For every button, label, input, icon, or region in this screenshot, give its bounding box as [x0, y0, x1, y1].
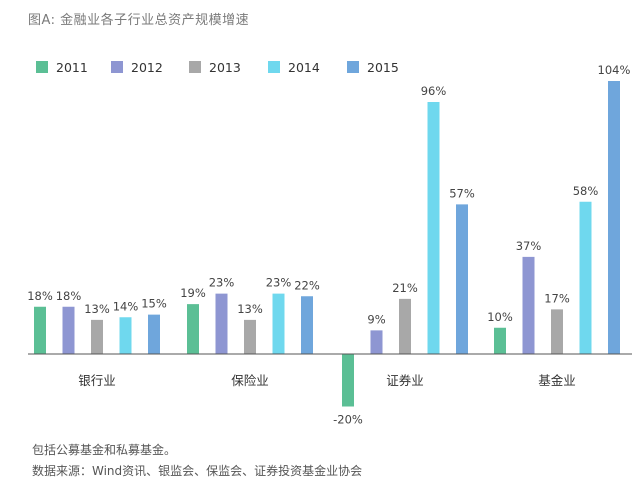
value-label-基金业-2014: 58%	[573, 184, 599, 198]
bar-基金业-2011	[494, 327, 506, 354]
value-label-证券业-2013: 21%	[392, 281, 418, 295]
bar-基金业-2015	[608, 81, 620, 354]
bar-保险业-2011	[187, 304, 199, 354]
value-label-证券业-2014: 96%	[421, 84, 447, 98]
value-label-银行业-2011: 18%	[27, 289, 53, 303]
legend-swatch-2015	[347, 61, 359, 73]
value-label-保险业-2011: 19%	[180, 286, 206, 300]
value-label-银行业-2013: 13%	[84, 302, 110, 316]
value-label-基金业-2012: 37%	[516, 239, 542, 253]
bar-基金业-2014	[579, 201, 592, 354]
value-label-证券业-2012: 9%	[367, 312, 385, 326]
value-label-保险业-2013: 13%	[237, 302, 263, 316]
legend-label-2013: 2013	[209, 60, 241, 75]
legend-swatch-2011	[36, 61, 48, 73]
bar-保险业-2015	[301, 296, 313, 354]
value-label-银行业-2012: 18%	[56, 289, 82, 303]
legend-swatch-2014	[268, 61, 280, 73]
bar-银行业-2014	[119, 317, 132, 354]
footnote: 包括公募基金和私募基金。	[32, 443, 177, 457]
legend-label-2012: 2012	[131, 60, 163, 75]
chart-title: 图A: 金融业各子行业总资产规模增速	[28, 13, 250, 28]
bar-证券业-2011	[342, 354, 354, 407]
category-label-银行业: 银行业	[78, 373, 116, 388]
bar-证券业-2013	[399, 298, 411, 354]
bar-保险业-2014	[272, 293, 285, 354]
data-source: 数据来源：Wind资讯、银监会、保监会、证券投资基金业协会	[32, 464, 363, 478]
bar-证券业-2015	[456, 204, 468, 354]
category-label-保险业: 保险业	[231, 373, 269, 388]
bar-银行业-2013	[91, 319, 103, 354]
value-label-银行业-2015: 15%	[141, 297, 167, 311]
value-label-基金业-2015: 104%	[598, 63, 631, 77]
bar-银行业-2011	[34, 306, 46, 354]
legend-label-2014: 2014	[288, 60, 320, 75]
legend-swatch-2012	[111, 61, 123, 73]
value-label-保险业-2015: 22%	[294, 278, 320, 292]
bar-基金业-2013	[551, 309, 563, 354]
value-label-银行业-2014: 14%	[113, 299, 139, 313]
bar-银行业-2012	[62, 306, 75, 354]
legend-swatch-2013	[189, 61, 201, 73]
category-label-证券业: 证券业	[386, 373, 424, 388]
value-label-基金业-2013: 17%	[544, 291, 570, 305]
bar-银行业-2015	[148, 314, 160, 354]
value-label-保险业-2012: 23%	[209, 276, 235, 290]
bar-保险业-2013	[244, 319, 256, 354]
bar-保险业-2012	[215, 293, 228, 354]
value-label-证券业-2015: 57%	[449, 186, 475, 200]
value-label-保险业-2014: 23%	[266, 276, 292, 290]
value-label-基金业-2011: 10%	[487, 310, 513, 324]
legend-label-2015: 2015	[367, 60, 399, 75]
category-label-基金业: 基金业	[538, 373, 576, 388]
legend-label-2011: 2011	[56, 60, 88, 75]
bar-基金业-2012	[522, 256, 535, 354]
bar-证券业-2014	[427, 102, 440, 354]
value-label-证券业-2011: -20%	[333, 413, 363, 427]
bar-证券业-2012	[370, 330, 383, 354]
